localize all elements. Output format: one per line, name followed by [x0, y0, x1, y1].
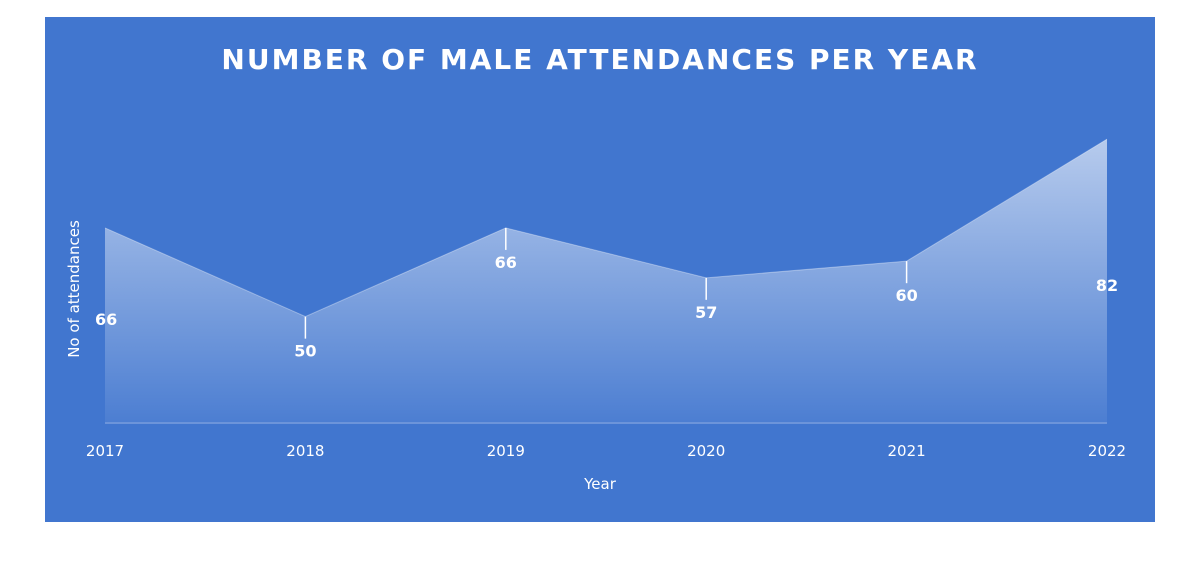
- data-label: 60: [895, 286, 917, 305]
- data-label: 57: [695, 303, 717, 322]
- x-tick-label: 2020: [687, 442, 725, 460]
- x-tick-label: 2022: [1088, 442, 1126, 460]
- data-label: 66: [495, 253, 517, 272]
- area-fill: [105, 139, 1107, 422]
- x-tick-label: 2019: [487, 442, 525, 460]
- area-top-line: [104, 138, 1108, 318]
- chart-title: NUMBER OF MALE ATTENDANCES PER YEAR: [221, 43, 978, 76]
- area-chart: NUMBER OF MALE ATTENDANCES PER YEAR 66 50…: [65, 43, 1126, 493]
- data-label: 66: [95, 310, 117, 329]
- data-label: 82: [1096, 276, 1118, 295]
- plot-area: 66 50 66 57 60 82 2017 2018 2019 2020 2021 2022: [86, 138, 1126, 460]
- x-axis-title: Year: [583, 475, 617, 493]
- x-tick-label: 2017: [86, 442, 124, 460]
- x-tick-label: 2021: [888, 442, 926, 460]
- y-axis-title: No of attendances: [65, 220, 83, 358]
- data-label: 50: [294, 342, 316, 361]
- chart-panel: NUMBER OF MALE ATTENDANCES PER YEAR 66 50…: [45, 17, 1155, 522]
- x-tick-label: 2018: [286, 442, 324, 460]
